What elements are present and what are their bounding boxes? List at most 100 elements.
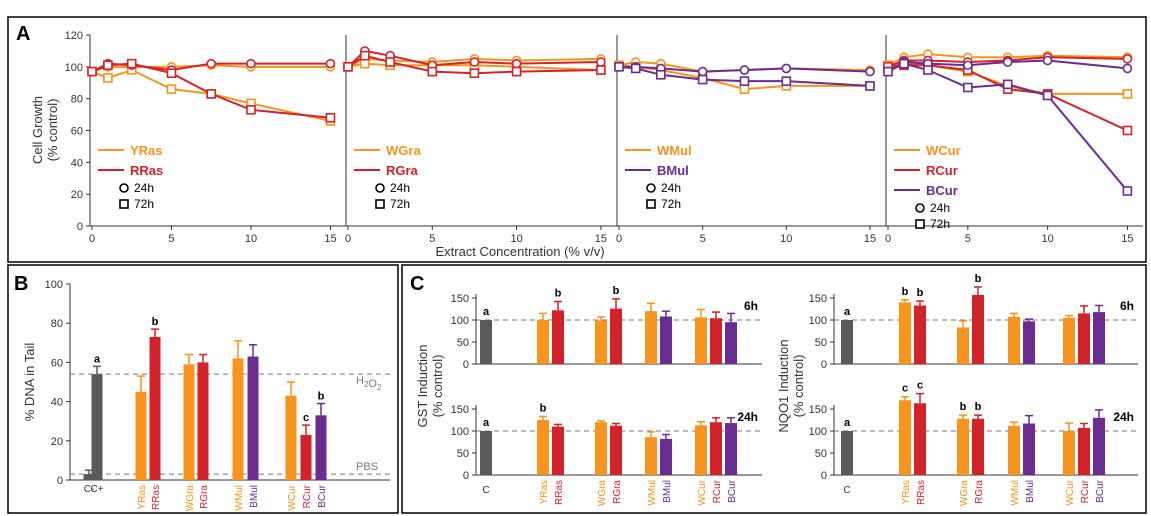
- x-category-label-c: BMul: [662, 480, 673, 503]
- bar-rras: [149, 336, 161, 480]
- bar-bmul: [1023, 423, 1035, 475]
- bar-c-: [83, 474, 95, 480]
- x-category-label-b: WMul: [234, 485, 245, 511]
- significance-letter: c: [303, 412, 309, 424]
- panel-b-frame: [7, 264, 399, 514]
- data-point: [614, 62, 624, 72]
- x-category-label-b: C+: [90, 484, 103, 495]
- legend-label: RCur: [926, 163, 958, 178]
- x-category-label-b: C-: [84, 484, 95, 495]
- significance-letter: b: [152, 316, 159, 328]
- data-point: [1122, 125, 1133, 136]
- x-category-label-b: YRas: [137, 485, 148, 509]
- significance-letter: b: [318, 391, 325, 403]
- y-tick-label-a: 0: [77, 221, 83, 233]
- x-tick-label-a: 10: [780, 233, 792, 245]
- bar-bcur: [725, 322, 737, 364]
- data-point: [963, 60, 973, 71]
- x-tick-label-a: 0: [89, 233, 95, 245]
- bar-bmul: [660, 438, 672, 475]
- y-tick-label-c: 0: [463, 359, 469, 371]
- x-tick-label-a: 0: [345, 233, 351, 245]
- x-category-label-b: RCur: [302, 484, 313, 508]
- time-label: 24h: [737, 410, 758, 424]
- marker-legend-symbol: [119, 199, 129, 209]
- data-point: [360, 50, 370, 61]
- y-tick-label-b: 0: [57, 475, 63, 487]
- bar-rgra: [972, 294, 984, 364]
- x-tick-label-a: 0: [885, 233, 891, 245]
- data-point: [656, 69, 666, 80]
- x-category-label-c: WCur: [1065, 479, 1076, 505]
- y-tick-label-c: 0: [821, 359, 827, 371]
- data-point: [246, 58, 256, 69]
- data-point: [103, 60, 113, 71]
- bar-wgra: [957, 418, 969, 475]
- reference-line-label: H2O2: [356, 375, 382, 392]
- bar-bmul: [247, 356, 259, 480]
- significance-letter: a: [94, 353, 101, 365]
- data-point: [166, 68, 177, 78]
- y-tick-label-c: 100: [809, 315, 827, 327]
- y-axis-label-b: % DNA in Tail: [22, 343, 37, 422]
- x-category-label-c: WMul: [1010, 480, 1021, 506]
- x-category-label-b: BMul: [249, 485, 260, 508]
- data-point: [246, 105, 256, 115]
- y-axis-label-c: GST Induction(% control): [415, 345, 445, 428]
- bar-wmul: [1008, 425, 1020, 475]
- significance-letter: a: [483, 417, 490, 429]
- data-point: [1042, 55, 1053, 66]
- data-point: [343, 62, 353, 72]
- bar-rgra: [972, 418, 984, 475]
- bar-rcur: [1078, 313, 1090, 364]
- x-category-label-c: YRas: [539, 480, 550, 504]
- data-point: [325, 112, 336, 123]
- x-category-label-c: RRas: [554, 480, 565, 505]
- x-category-label-c: WGra: [597, 480, 608, 507]
- data-point: [87, 66, 97, 77]
- x-category-label-c: YRas: [901, 480, 912, 504]
- x-category-label-b: RRas: [151, 485, 162, 510]
- x-category-label-b: WCur: [287, 484, 298, 510]
- bar-wcur: [1063, 317, 1075, 364]
- y-tick-label-c: 150: [451, 404, 469, 416]
- x-category-label-c: BCur: [727, 479, 738, 502]
- y-tick-label-c: 50: [815, 448, 827, 460]
- data-point: [469, 68, 480, 78]
- y-tick-label-b: 40: [51, 397, 63, 409]
- data-point: [899, 58, 909, 69]
- y-tick-label-c: 100: [451, 426, 469, 438]
- marker-legend-symbol: [915, 203, 925, 213]
- time-label: 24h: [1113, 410, 1134, 424]
- bar-bcur: [725, 423, 737, 475]
- marker-legend-symbol: [915, 219, 925, 229]
- bar-rgra: [610, 308, 622, 364]
- data-point: [963, 82, 973, 93]
- bar-rras: [552, 426, 564, 475]
- bar-wcur: [285, 395, 297, 480]
- marker-legend-label: 72h: [661, 197, 681, 211]
- y-tick-label-a: 60: [71, 126, 83, 138]
- x-category-label-c: C: [843, 485, 850, 496]
- x-category-label-c: RRas: [916, 480, 927, 505]
- significance-letter: b: [555, 288, 562, 300]
- x-tick-label-a: 10: [510, 233, 522, 245]
- data-point: [739, 65, 750, 75]
- data-point: [360, 58, 370, 69]
- bar-wgra: [595, 320, 607, 364]
- bar-bmul: [1023, 321, 1035, 364]
- bar-wgra: [595, 422, 607, 475]
- bar-yras: [135, 391, 147, 480]
- significance-letter: a: [844, 417, 851, 429]
- x-tick-label-a: 10: [1041, 233, 1053, 245]
- bar-rcur: [710, 318, 722, 364]
- bar-wcur: [695, 425, 707, 475]
- marker-legend-label: 24h: [390, 181, 410, 195]
- x-tick-label-a: 15: [1121, 233, 1133, 245]
- time-label: 6h: [1120, 299, 1134, 313]
- bar-wmul: [232, 358, 244, 480]
- bar-wcur: [695, 317, 707, 364]
- data-point: [739, 84, 750, 94]
- bar-c: [841, 320, 853, 364]
